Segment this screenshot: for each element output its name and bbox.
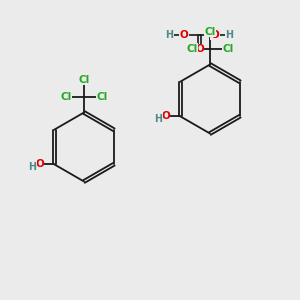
Text: Cl: Cl <box>187 44 198 54</box>
Text: H: H <box>28 162 37 172</box>
Text: Cl: Cl <box>96 92 107 102</box>
Text: H: H <box>154 114 163 124</box>
Text: O: O <box>179 29 188 40</box>
Text: O: O <box>161 111 170 121</box>
Text: H: H <box>166 29 174 40</box>
Text: Cl: Cl <box>78 75 90 85</box>
Text: H: H <box>225 29 233 40</box>
Text: Cl: Cl <box>222 44 233 54</box>
Text: O: O <box>35 159 44 169</box>
Text: O: O <box>211 29 220 40</box>
Text: Cl: Cl <box>204 27 216 37</box>
Text: Cl: Cl <box>61 92 72 102</box>
Text: O: O <box>195 44 204 55</box>
